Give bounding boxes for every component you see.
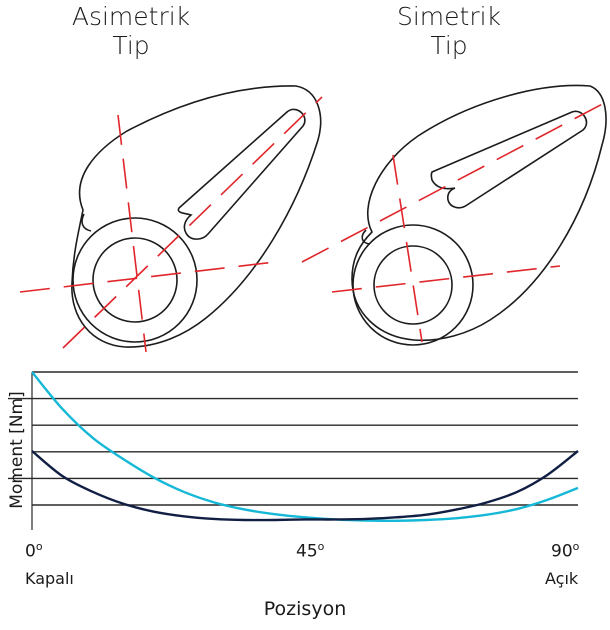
asymmetric-outer-outline xyxy=(71,85,322,348)
closed-position-label: Kapalı xyxy=(25,569,74,588)
x-tick-label-45: 45o xyxy=(296,540,325,562)
symmetric-title-line2: Tip xyxy=(430,31,468,60)
symmetric-pivot-inner-ring xyxy=(373,245,453,325)
series-line-symmetric xyxy=(31,450,579,522)
asymmetric-title-line2: Tip xyxy=(112,31,150,60)
symmetric-vertical-axis xyxy=(392,154,423,343)
symmetric-type-title: Simetrik Tip xyxy=(349,2,549,60)
symmetric-main-axis xyxy=(301,99,610,263)
asymmetric-axis-lines xyxy=(19,96,323,353)
asymmetric-type-title: Asimetrik Tip xyxy=(31,2,231,60)
x-axis-label: Pozisyon xyxy=(263,598,347,620)
open-position-label: Açık xyxy=(545,569,579,588)
asymmetric-title-line1: Asimetrik xyxy=(71,2,191,31)
x-tick-label-0: 0o xyxy=(25,540,43,562)
symmetric-outer-outline xyxy=(351,84,607,342)
symmetric-gate-notch xyxy=(361,229,371,245)
symmetric-horizontal-axis xyxy=(331,265,561,293)
symmetric-slot xyxy=(430,110,588,209)
asymmetric-main-axis xyxy=(62,96,323,349)
series-line-asymmetric xyxy=(31,371,579,523)
asymmetric-gate-notch xyxy=(81,213,92,232)
y-axis-label: Moment [Nm] xyxy=(7,391,27,509)
asymmetric-carabiner xyxy=(71,85,322,348)
symmetric-pivot-outer-ring xyxy=(352,224,474,346)
asymmetric-vertical-axis xyxy=(117,114,147,353)
x-tick-label-90: 90o xyxy=(551,540,580,562)
symmetric-carabiner xyxy=(351,84,607,346)
chart-series xyxy=(31,371,579,523)
symmetric-title-line1: Simetrik xyxy=(396,2,502,31)
asymmetric-pivot-outer-ring xyxy=(72,217,198,343)
symmetric-axis-lines xyxy=(301,99,610,343)
chart-grid xyxy=(8,371,578,530)
asymmetric-pivot-inner-ring xyxy=(92,237,178,323)
